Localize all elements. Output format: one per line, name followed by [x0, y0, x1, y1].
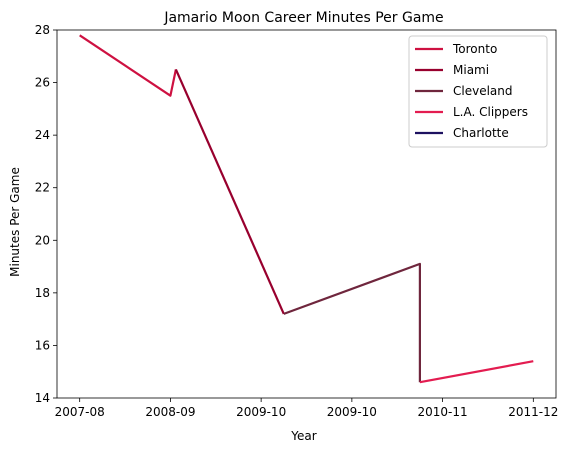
- series-line-cleveland: [283, 262, 421, 383]
- plot-frame: [56, 29, 557, 399]
- series-line-l-a-clippers: [419, 360, 534, 384]
- legend-label: Cleveland: [453, 84, 513, 98]
- y-tick-label: 18: [35, 286, 50, 300]
- x-tick-label: 2007-08: [55, 405, 105, 419]
- series-line-miami: [174, 68, 285, 315]
- y-tick-label: 20: [35, 233, 50, 247]
- legend: Toronto Miami Cleveland L.A. Clippers Charlo…: [408, 35, 548, 148]
- y-tick-label: 28: [35, 23, 50, 37]
- x-tick-label: 2009-10: [236, 405, 286, 419]
- legend-label: Charlotte: [453, 126, 509, 140]
- legend-label: Toronto: [452, 42, 497, 56]
- x-tick-label: 2009-10: [327, 405, 377, 419]
- legend-label: L.A. Clippers: [453, 105, 528, 119]
- series-line-toronto: [79, 34, 177, 97]
- legend-label: Miami: [453, 63, 489, 77]
- y-tick-label: 26: [35, 76, 50, 90]
- x-axis-label: Year: [290, 429, 316, 443]
- y-tick-label: 22: [35, 181, 50, 195]
- x-tick-label: 2011-12: [508, 405, 558, 419]
- x-tick-label: 2010-11: [418, 405, 468, 419]
- y-tick-label: 16: [35, 338, 50, 352]
- y-tick-label: 14: [35, 391, 50, 405]
- plot-lines: [79, 34, 534, 384]
- chart-title: Jamario Moon Career Minutes Per Game: [163, 10, 443, 26]
- y-tick-label: 24: [35, 128, 50, 142]
- y-axis: 14 16 18 20 22 24 26 28: [35, 23, 57, 405]
- y-axis-label: Minutes Per Game: [8, 167, 22, 277]
- x-tick-label: 2008-09: [145, 405, 195, 419]
- legend-box: [408, 35, 548, 148]
- x-axis: 2007-08 2008-09 2009-10 2009-10 2010-11 2011-…: [55, 398, 558, 419]
